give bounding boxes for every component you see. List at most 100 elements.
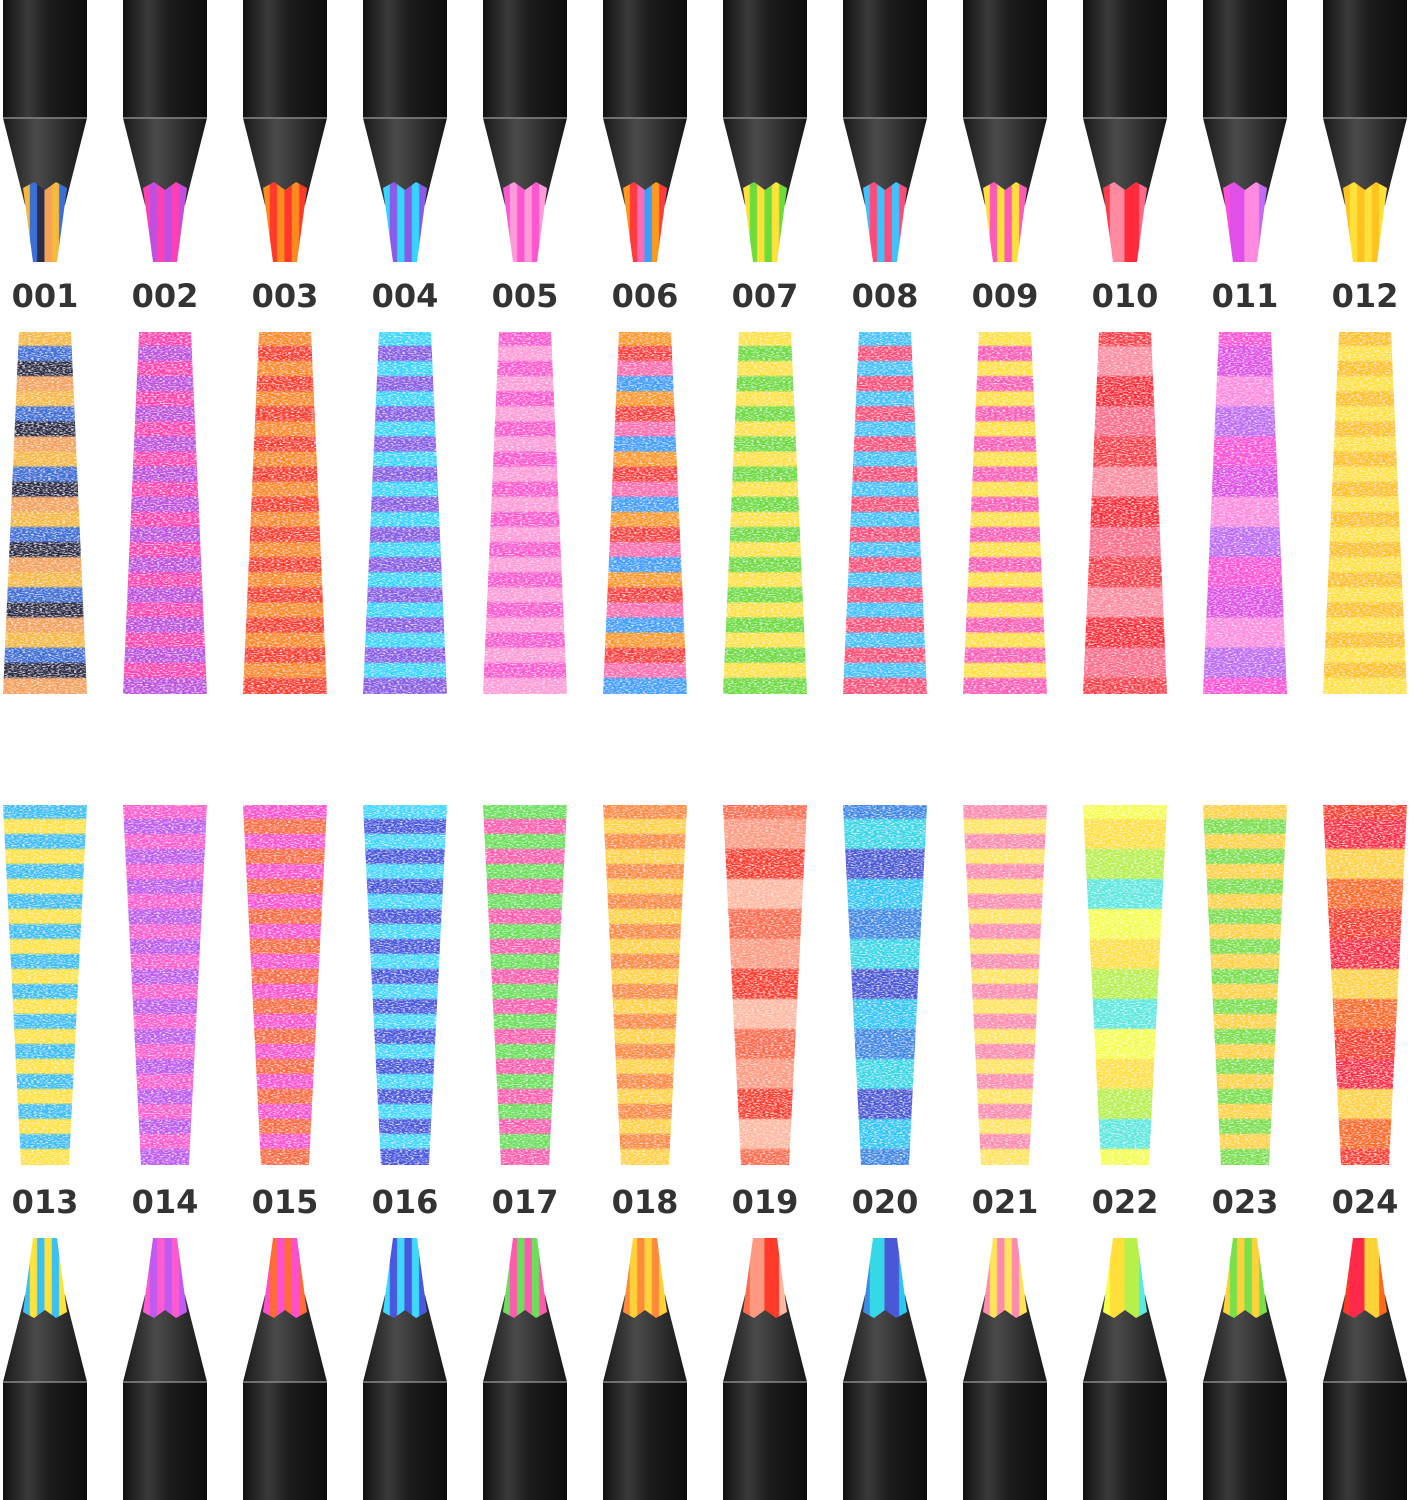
pencil-label: 006 (612, 277, 679, 315)
pencil-body (1083, 1382, 1167, 1500)
pencil-core (863, 182, 907, 262)
pencil (1203, 0, 1287, 262)
pencil-cone (723, 1295, 807, 1382)
color-swatch (243, 332, 327, 694)
pencil-body (1203, 0, 1287, 118)
pencil-cone (243, 118, 327, 205)
color-swatch (843, 332, 927, 694)
pencil-body (1203, 1382, 1287, 1500)
pencil-body (603, 0, 687, 118)
pencil-body (3, 1382, 87, 1500)
pencil (1083, 0, 1167, 262)
pencil-cone (723, 118, 807, 205)
pencil (963, 0, 1047, 262)
pencil-cone (3, 1295, 87, 1382)
pencil-core (863, 1238, 907, 1318)
pencil-body (483, 0, 567, 118)
pencil-label: 022 (1092, 1183, 1159, 1221)
pencil (1323, 1238, 1407, 1500)
pencil-core (383, 182, 427, 262)
pencil-label: 019 (732, 1183, 799, 1221)
pencil-core (743, 1238, 787, 1318)
pencil-core (143, 182, 187, 262)
pencil-cone (483, 118, 567, 205)
pencil (3, 0, 87, 262)
pencil (603, 1238, 687, 1500)
pencil-label: 005 (492, 277, 559, 315)
pencil-cone (363, 1295, 447, 1382)
pencil-core (23, 182, 67, 262)
pencil-body (843, 1382, 927, 1500)
pencil (843, 0, 927, 262)
pencil-body (363, 1382, 447, 1500)
pencil-core (1103, 182, 1147, 262)
pencil-cone (123, 118, 207, 205)
pencil-core (743, 182, 787, 262)
pencil-core (623, 1238, 667, 1318)
pencil (363, 1238, 447, 1500)
pencil-label: 003 (252, 277, 319, 315)
pencil-core (1223, 182, 1267, 262)
pencil-core (623, 182, 667, 262)
color-swatch (723, 332, 807, 694)
pencil-label: 020 (852, 1183, 919, 1221)
color-swatch (3, 805, 87, 1165)
pencil-core (383, 1238, 427, 1318)
pencil (1203, 1238, 1287, 1500)
pencil (243, 1238, 327, 1500)
pencil-core (263, 182, 307, 262)
pencil-label: 011 (1212, 277, 1279, 315)
pencil-core (143, 1238, 187, 1318)
color-swatch (963, 332, 1047, 694)
pencil-body (963, 0, 1047, 118)
pencil-label: 010 (1092, 277, 1159, 315)
pencil-label: 001 (12, 277, 79, 315)
color-swatch (723, 805, 807, 1165)
pencil (723, 0, 807, 262)
pencil-cone (963, 118, 1047, 205)
pencil-body (1083, 0, 1167, 118)
pencil-label: 018 (612, 1183, 679, 1221)
pencil-body (1323, 0, 1407, 118)
pencil (723, 1238, 807, 1500)
pencil (1083, 1238, 1167, 1500)
pencil-core (1223, 1238, 1267, 1318)
pencil-cone (843, 118, 927, 205)
pencil-body (1323, 1382, 1407, 1500)
color-swatch (123, 805, 207, 1165)
pencil-cone (843, 1295, 927, 1382)
pencil-label: 013 (12, 1183, 79, 1221)
pencil (603, 0, 687, 262)
color-swatch (363, 805, 447, 1165)
pencil-label: 012 (1332, 277, 1399, 315)
pencil-core (23, 1238, 67, 1318)
pencil-body (243, 1382, 327, 1500)
pencil-body (723, 0, 807, 118)
color-swatch (1323, 805, 1407, 1165)
color-swatch (243, 805, 327, 1165)
color-swatch (1203, 332, 1287, 694)
color-swatch (363, 332, 447, 694)
color-swatch (843, 805, 927, 1165)
pencil (483, 0, 567, 262)
pencil-cone (963, 1295, 1047, 1382)
pencil-cone (123, 1295, 207, 1382)
pencil-body (483, 1382, 567, 1500)
color-swatch (3, 332, 87, 694)
pencil-body (243, 0, 327, 118)
pencil-label: 008 (852, 277, 919, 315)
pencil-cone (483, 1295, 567, 1382)
pencil-body (123, 0, 207, 118)
pencil-core (503, 1238, 547, 1318)
pencil-label: 024 (1332, 1183, 1399, 1221)
pencil-label: 007 (732, 277, 799, 315)
color-swatch (603, 805, 687, 1165)
pencil-core (1343, 1238, 1387, 1318)
pencil (123, 0, 207, 262)
color-swatch (1203, 805, 1287, 1165)
pencil-body (963, 1382, 1047, 1500)
color-swatch (603, 332, 687, 694)
pencil-label: 014 (132, 1183, 199, 1221)
